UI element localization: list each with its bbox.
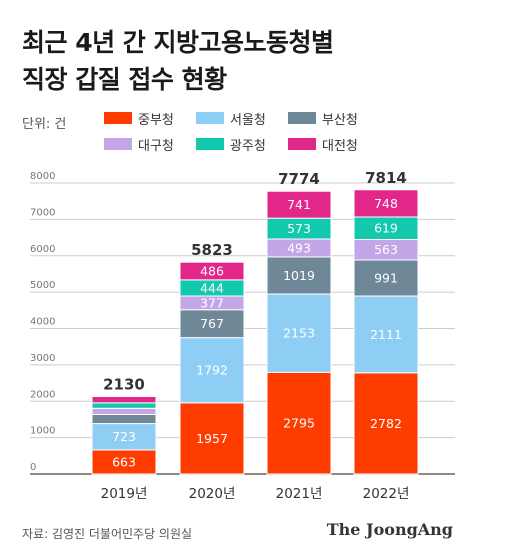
data-label-2-5: 741 [287, 197, 311, 212]
legend-label-0: 중부청 [138, 112, 174, 128]
legend-swatch-5 [288, 138, 316, 150]
data-label-2-0: 2795 [283, 416, 315, 431]
data-label-2-2: 1019 [283, 268, 315, 283]
total-label-2: 7774 [278, 170, 320, 188]
data-label-1-4: 444 [200, 280, 224, 295]
bar-segment-0-5 [91, 396, 157, 404]
total-label-3: 7814 [365, 169, 407, 187]
unit-label: 단위: 건 [22, 117, 67, 132]
bar-segment-3-1 [353, 295, 419, 374]
data-label-1-3: 377 [200, 295, 224, 310]
data-label-3-1: 2111 [370, 327, 402, 342]
bar-segment-1-0 [179, 402, 245, 475]
bar-segment-1-5 [179, 261, 245, 281]
bar-segment-3-0 [353, 372, 419, 475]
bar-segment-0-2 [91, 413, 157, 425]
y-tick-label-3: 3000 [30, 353, 55, 364]
data-label-2-4: 573 [287, 221, 311, 236]
legend-label-4: 광주청 [230, 138, 266, 154]
legend-label-2: 부산청 [322, 112, 358, 128]
chart-title-line-1: 최근 4년 간 지방고용노동청별 [22, 28, 334, 57]
y-tick-label-1: 1000 [30, 426, 55, 437]
y-tick-label-4: 4000 [30, 317, 55, 328]
data-label-1-1: 1792 [196, 363, 228, 378]
legend-item-2: 부산청 [288, 108, 358, 128]
y-tick-label-8: 8000 [30, 171, 55, 182]
total-label-1: 5823 [191, 241, 233, 259]
legend-swatch-3 [104, 138, 132, 150]
chart-title-line-2: 직장 갑질 접수 현황 [22, 65, 227, 94]
data-label-2-1: 2153 [283, 326, 315, 341]
total-label-0: 2130 [103, 376, 145, 394]
x-tick-label-0: 2019년 [101, 486, 148, 502]
chart-title: 최근 4년 간 지방고용노동청별 직장 갑질 접수 현황 [22, 24, 482, 98]
y-tick-label-5: 5000 [30, 280, 55, 291]
data-label-1-5: 486 [200, 264, 224, 279]
y-tick-label-7: 7000 [30, 207, 55, 218]
data-label-3-3: 563 [374, 242, 398, 257]
data-label-3-2: 991 [374, 270, 398, 285]
data-label-2-3: 493 [287, 240, 311, 255]
bar-segment-0-0 [91, 449, 157, 475]
legend-swatch-2 [288, 112, 316, 124]
x-tick-label-1: 2020년 [189, 486, 236, 502]
bar-segment-1-2 [179, 309, 245, 339]
legend-swatch-1 [196, 112, 224, 124]
data-label-0-0: 663 [112, 454, 136, 469]
x-tick-label-2: 2021년 [276, 486, 323, 502]
legend-item-0: 중부청 [104, 108, 174, 128]
data-label-0-1: 723 [112, 429, 136, 444]
brand-logo: The JoongAng [326, 520, 453, 539]
legend-item-4: 광주청 [196, 134, 266, 154]
bar-segment-1-1 [179, 337, 245, 404]
legend-swatch-0 [104, 112, 132, 124]
legend-label-5: 대전청 [322, 138, 358, 154]
data-label-3-5: 748 [374, 196, 398, 211]
data-label-1-2: 767 [200, 316, 224, 331]
bar-segment-2-2 [266, 256, 332, 295]
legend-item-3: 대구청 [104, 134, 174, 154]
legend-item-5: 대전청 [288, 134, 358, 154]
legend-label-3: 대구청 [138, 138, 174, 154]
data-label-3-0: 2782 [370, 416, 402, 431]
bar-segment-0-3 [91, 407, 157, 415]
legend-item-1: 서울청 [196, 108, 266, 128]
bar-segment-2-5 [266, 190, 332, 219]
source-note: 자료: 김영진 더불어민주당 의원실 [22, 527, 193, 541]
legend: 중부청 서울청 부산청 대구청 광주청 대전청 [104, 108, 504, 158]
legend-swatch-4 [196, 138, 224, 150]
y-tick-label-0: 0 [30, 462, 36, 473]
bar-segment-3-5 [353, 189, 419, 218]
y-tick-label-2: 2000 [30, 389, 55, 400]
data-label-1-0: 1957 [196, 431, 228, 446]
stacked-bar-chart: 0 1000 2000 3000 4000 5000 6000 7000 8000 663 723 2… [30, 169, 455, 502]
x-tick-label-3: 2022년 [363, 486, 410, 502]
bar-segment-0-4 [91, 402, 157, 409]
data-label-3-4: 619 [374, 221, 398, 236]
legend-label-1: 서울청 [230, 112, 266, 128]
y-tick-label-6: 6000 [30, 244, 55, 255]
bar-segment-2-1 [266, 293, 332, 373]
